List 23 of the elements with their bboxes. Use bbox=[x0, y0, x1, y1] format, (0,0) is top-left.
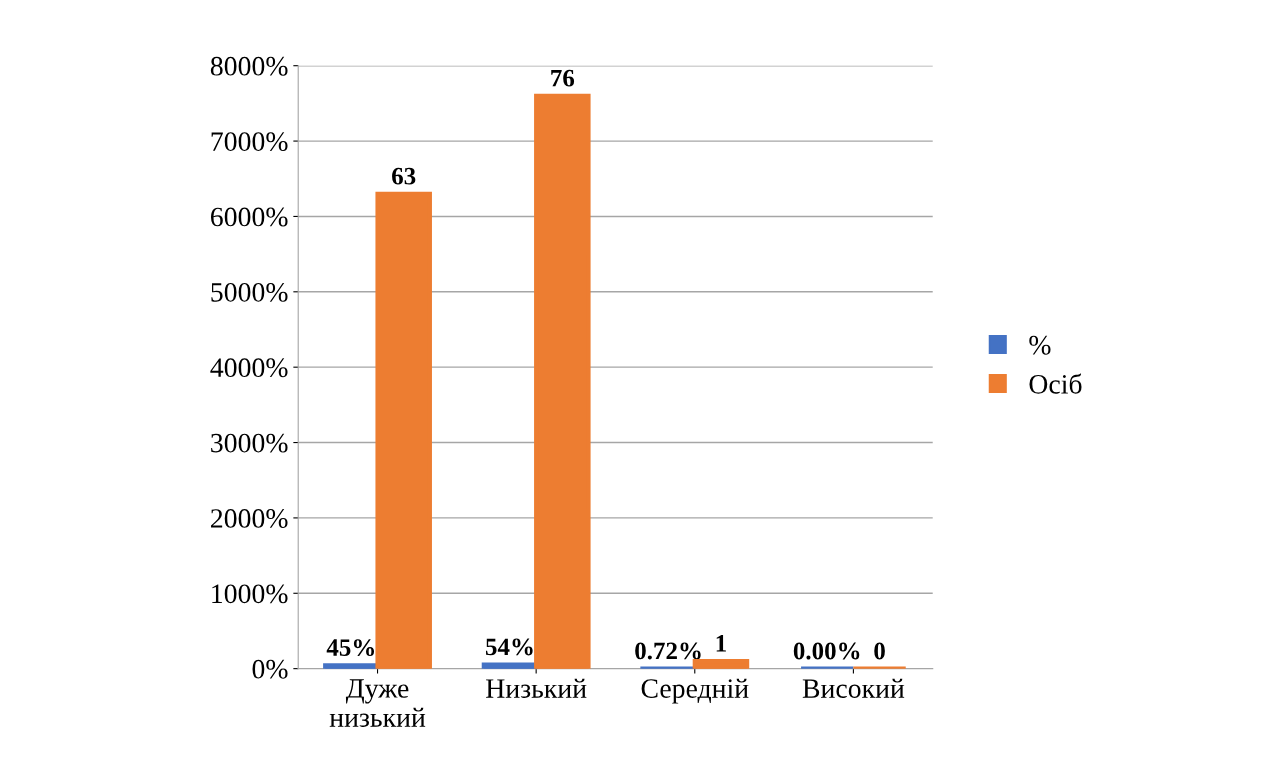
y-tick-label: 6000% bbox=[210, 207, 288, 227]
y-tick-label: 4000% bbox=[210, 358, 288, 378]
data-label: 63 bbox=[392, 167, 416, 185]
data-label: 0.00% bbox=[793, 642, 860, 660]
y-tick-label: 2000% bbox=[211, 509, 288, 528]
x-tick-label: Високий bbox=[802, 678, 905, 698]
data-label: 54% bbox=[485, 638, 533, 656]
data-label: 45% bbox=[326, 639, 375, 657]
x-tick-label: Низький bbox=[486, 678, 587, 698]
y-tick-label: 3000% bbox=[211, 433, 288, 453]
y-tick-label: 0% bbox=[252, 659, 288, 679]
y-tick-label: 7000% bbox=[211, 132, 288, 152]
y-tick-label: 5000% bbox=[211, 282, 288, 302]
y-tick-label: 1000% bbox=[212, 584, 288, 604]
x-tick-label: Дуже низький bbox=[329, 679, 426, 727]
data-label: 1 bbox=[716, 635, 726, 652]
x-tick-label: Середній bbox=[641, 678, 749, 704]
legend-label: Осіб bbox=[1029, 373, 1082, 394]
data-label: 76 bbox=[551, 69, 575, 87]
y-tick-label: 8000% bbox=[210, 56, 288, 76]
data-label: 0 bbox=[874, 642, 885, 660]
data-label: 0.72% bbox=[635, 642, 701, 660]
legend-label: % bbox=[1029, 335, 1051, 355]
